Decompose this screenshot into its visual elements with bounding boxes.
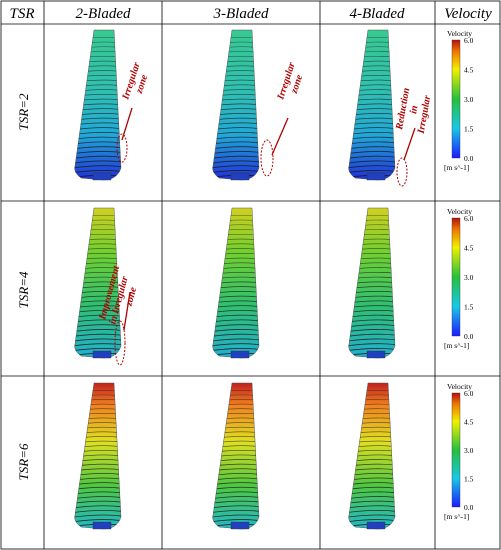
colorbar-tick: 1.5 <box>464 303 474 312</box>
header-3-bladed: 3-Bladed <box>213 6 269 22</box>
blade-root <box>92 521 112 530</box>
row-label-tsr6: TSR=6 <box>16 443 31 480</box>
header-velocity: Velocity <box>444 6 492 22</box>
annotation-irregular-zone-3-bladed: Irregularzone <box>260 61 308 177</box>
blade-root <box>366 350 386 359</box>
colorbar-unit: [m s^-1] <box>444 163 469 172</box>
colorbar-tick: 4.5 <box>464 244 474 253</box>
colorbar-gradient <box>451 392 461 508</box>
blade-root <box>230 172 250 181</box>
row-label-tsr4: TSR=4 <box>16 271 31 308</box>
blade-r1-c1 <box>212 207 260 359</box>
colorbar-tick: 4.5 <box>464 418 474 427</box>
header-2-bladed: 2-Bladed <box>76 6 131 22</box>
colorbar-unit: [m s^-1] <box>444 341 469 350</box>
colorbar-tick: 6.0 <box>464 389 474 398</box>
colorbar-tick: 3.0 <box>464 273 474 282</box>
colorbar-tick: 0.0 <box>464 332 474 341</box>
blade-r2-c1 <box>212 382 260 530</box>
blade-r0-c0 <box>74 29 122 181</box>
colorbar-title: Velocity <box>447 382 472 391</box>
blade-root <box>230 350 250 359</box>
streamlines <box>74 36 121 179</box>
blade-root <box>92 172 112 181</box>
colorbar-tick: 3.0 <box>464 95 474 104</box>
blade-r0-c1 <box>212 29 260 181</box>
streamlines <box>74 214 121 357</box>
colorbar-tick: 1.5 <box>464 125 474 134</box>
streamlines <box>212 36 259 179</box>
colorbar-gradient <box>451 39 461 159</box>
blade-r0-c2 <box>348 29 396 181</box>
blade-root <box>230 521 250 530</box>
header-tsr: TSR <box>9 6 34 22</box>
blade-r1-c2 <box>348 207 396 359</box>
colorbar-tick: 6.0 <box>464 36 474 45</box>
colorbar-tick: 4.5 <box>464 66 474 75</box>
colorbar-tick: 6.0 <box>464 214 474 223</box>
colorbar-title: Velocity <box>447 29 472 38</box>
colorbar-tick: 0.0 <box>464 503 474 512</box>
colorbar-tick: 0.0 <box>464 154 474 163</box>
colorbar-tick: 1.5 <box>464 475 474 484</box>
blade-contours <box>74 29 396 530</box>
svg-text:Irregularzone: Irregularzone <box>120 61 153 105</box>
streamlines <box>348 36 395 179</box>
header-4-bladed: 4-Bladed <box>350 6 405 22</box>
blade-root <box>366 521 386 530</box>
colorbar-tick: 3.0 <box>464 446 474 455</box>
colorbar-unit: [m s^-1] <box>444 512 469 521</box>
colorbar-gradient <box>451 217 461 337</box>
annotation-irregular-zone-2-bladed: Irregularzone <box>116 61 153 163</box>
svg-text:Irregularzone: Irregularzone <box>275 61 308 105</box>
colorbar-title: Velocity <box>447 207 472 216</box>
row-label-tsr2: TSR=2 <box>16 93 31 130</box>
blade-root <box>366 172 386 181</box>
streamlines <box>212 214 259 357</box>
blade-root <box>92 350 112 359</box>
svg-text:ReductioninIrregular: ReductioninIrregular <box>394 87 434 136</box>
blade-r2-c0 <box>74 382 122 530</box>
blade-r2-c2 <box>348 382 396 530</box>
annotation-reduction-4-bladed: ReductioninIrregular <box>394 87 434 187</box>
blade-r1-c0 <box>74 207 122 359</box>
